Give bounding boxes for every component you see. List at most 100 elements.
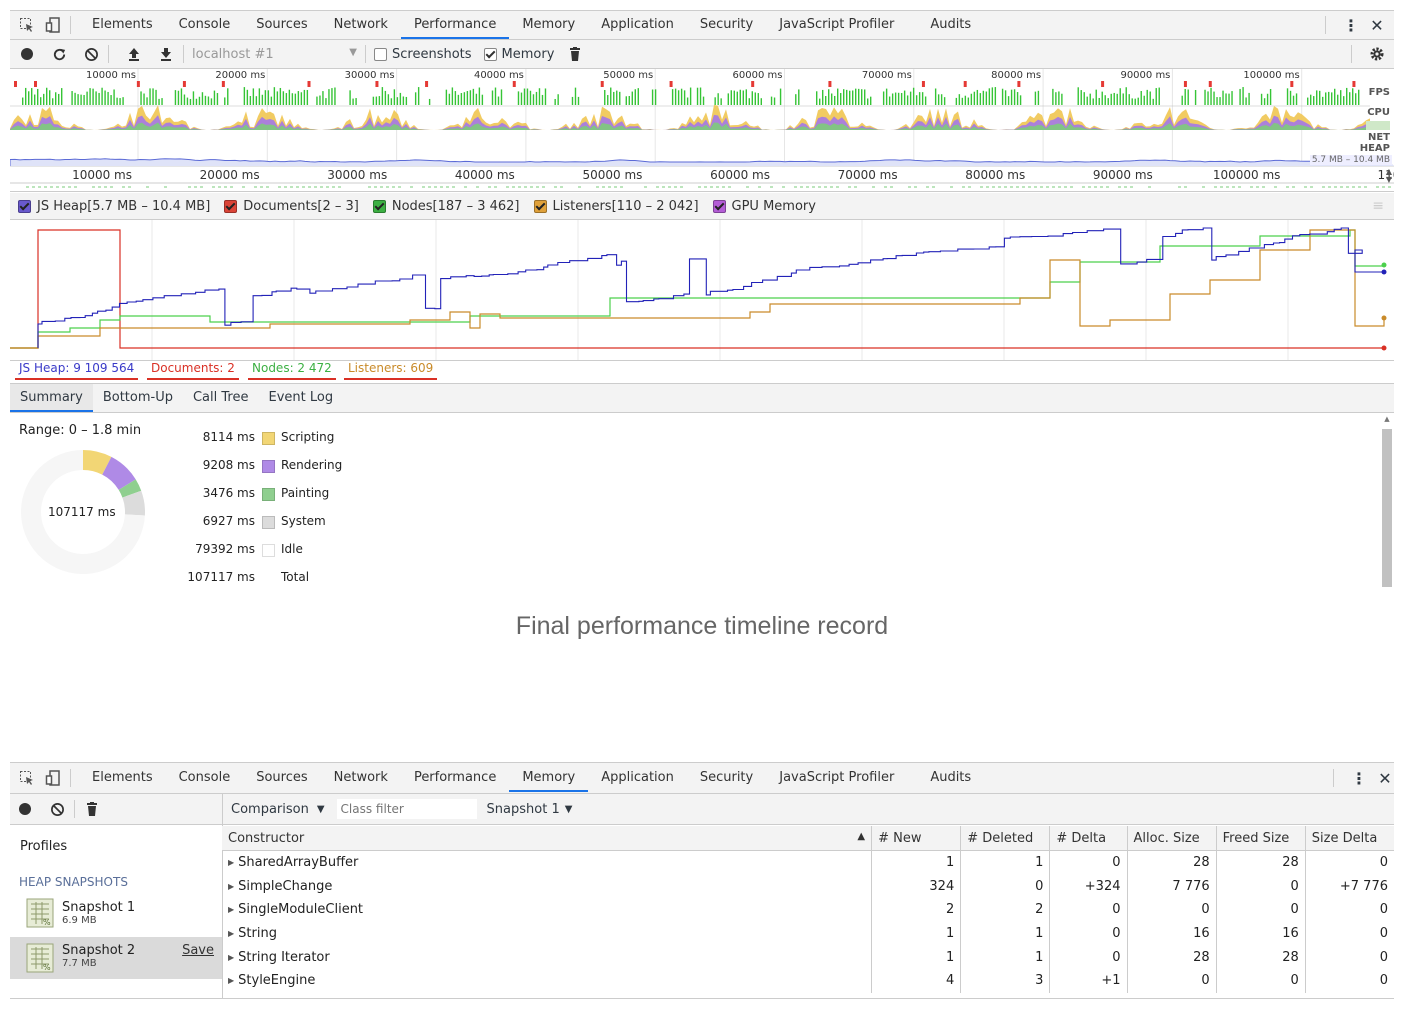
legend-checkbox[interactable] (224, 199, 238, 213)
clear-icon[interactable] (82, 45, 100, 63)
tab-security[interactable]: Security (699, 770, 754, 785)
legend-checkbox[interactable] (712, 199, 726, 213)
legend-label: JS Heap[5.7 MB – 10.4 MB] (37, 198, 211, 214)
legend-checkbox[interactable] (372, 199, 386, 213)
target-select[interactable]: localhost #1 ▼ (192, 47, 357, 62)
expand-triangle-icon[interactable]: ▶ (228, 858, 235, 868)
value-cell: +1 (1049, 968, 1128, 993)
expand-triangle-icon[interactable]: ▶ (228, 905, 235, 915)
expand-triangle-icon[interactable]: ▶ (228, 952, 235, 962)
view-mode-select[interactable]: Comparison ▼ (231, 802, 325, 817)
tab-network[interactable]: Network (333, 17, 388, 32)
profiles-sidebar: Profiles HEAP SNAPSHOTS % Snapshot 1 6.9… (10, 825, 223, 998)
device-toolbar-icon[interactable] (44, 769, 62, 787)
legend-checkbox[interactable] (18, 199, 31, 213)
dropdown-arrow-icon: ▼ (316, 803, 325, 815)
column-header-deleted[interactable]: # Deleted (960, 826, 1051, 851)
memory-counters-chart[interactable] (10, 220, 1394, 361)
inspect-element-icon[interactable] (18, 769, 36, 787)
tab-sources[interactable]: Sources (256, 770, 308, 785)
scrollbar-thumb[interactable] (1382, 429, 1392, 587)
table-row[interactable]: ▶ String 1 1 0 16 16 0 (222, 921, 1394, 946)
tab-application[interactable]: Application (601, 770, 674, 785)
column-header-freed-size[interactable]: Freed Size (1216, 826, 1306, 851)
column-header-new[interactable]: # New (871, 826, 962, 851)
heap-snapshot-icon: % (26, 943, 54, 977)
tab-javascript-profiler[interactable]: JavaScript Profiler (779, 17, 895, 32)
tab-audits[interactable]: Audits (930, 770, 972, 785)
expand-triangle-icon[interactable]: ▶ (228, 881, 235, 891)
close-icon[interactable]: ✕ (1378, 768, 1392, 788)
record-icon[interactable] (18, 45, 36, 63)
legend-menu-icon[interactable]: ≡ (1372, 198, 1384, 214)
tab-bottom-up[interactable]: Bottom-Up (102, 390, 173, 405)
scroll-stepper-icon[interactable]: ▲ ▼ (1385, 167, 1392, 184)
record-icon[interactable] (16, 800, 34, 818)
tab-javascript-profiler[interactable]: JavaScript Profiler (779, 770, 895, 785)
snapshot-item-2[interactable]: % Snapshot 2 7.7 MB Save (10, 937, 222, 979)
legend-item[interactable]: Listeners[110 – 2 042] (533, 199, 699, 214)
scroll-up-arrow-icon[interactable]: ▲ (1384, 415, 1390, 423)
comparison-data-grid: Constructor ▲ # New # Deleted # Delta Al… (222, 826, 1394, 993)
tab-summary[interactable]: Summary (10, 384, 93, 412)
baseline-snapshot-select[interactable]: Snapshot 1 ▼ (487, 802, 573, 817)
column-header-delta[interactable]: # Delta (1049, 826, 1128, 851)
table-row[interactable]: ▶ SingleModuleClient 2 2 0 0 0 0 (222, 898, 1394, 922)
tab-event-log[interactable]: Event Log (268, 390, 334, 405)
tab-console[interactable]: Console (178, 17, 231, 32)
table-row[interactable]: ▶ String Iterator 1 1 0 28 28 0 (222, 945, 1394, 969)
value-cell: 0 (1127, 898, 1217, 922)
summary-scrollbar[interactable]: ▲ (1382, 415, 1392, 587)
tab-performance[interactable]: Performance (413, 770, 497, 785)
summary-row-label: Painting (281, 486, 330, 500)
column-header-alloc-size[interactable]: Alloc. Size (1127, 826, 1217, 851)
expand-triangle-icon[interactable]: ▶ (228, 929, 235, 939)
legend-item[interactable]: Nodes[187 – 3 462] (372, 199, 520, 214)
value-cell: 0 (1379, 902, 1388, 918)
legend-checkbox[interactable] (533, 199, 547, 213)
table-row[interactable]: ▶ SimpleChange 324 0 +324 7 776 0 +7 776 (222, 874, 1394, 899)
legend-item[interactable]: GPU Memory (712, 199, 816, 214)
load-profile-icon[interactable] (125, 45, 143, 63)
column-header-size-delta[interactable]: Size Delta (1305, 826, 1394, 851)
screenshots-checkbox[interactable] (374, 47, 387, 61)
trash-icon[interactable] (83, 800, 101, 818)
table-row[interactable]: ▶ StyleEngine 4 3 +1 0 0 0 (222, 968, 1394, 993)
tab-audits[interactable]: Audits (930, 17, 972, 32)
snapshot-item-1[interactable]: % Snapshot 1 6.9 MB (10, 894, 222, 932)
tab-call-tree[interactable]: Call Tree (192, 390, 249, 405)
value-cell: 1 (960, 850, 1051, 875)
settings-gear-icon[interactable] (1368, 45, 1386, 63)
more-options-icon[interactable]: ⋮ (1351, 768, 1367, 788)
device-toolbar-icon[interactable] (44, 16, 62, 34)
column-header-constructor[interactable]: Constructor ▲ (222, 826, 873, 851)
svg-text:%: % (43, 918, 51, 927)
table-row[interactable]: ▶ SharedArrayBuffer 1 1 0 28 28 0 (222, 850, 1394, 875)
tab-sources[interactable]: Sources (256, 17, 308, 32)
tab-elements[interactable]: Elements (92, 770, 153, 785)
timeline-overview[interactable]: 10000 ms 20000 ms 30000 ms 40000 ms 50000 ms… (10, 69, 1394, 192)
tab-memory[interactable]: Memory (509, 764, 589, 792)
summary-row-label: Rendering (281, 458, 343, 472)
tab-console[interactable]: Console (178, 770, 231, 785)
legend-item[interactable]: Documents[2 – 3] (224, 199, 359, 214)
reload-record-icon[interactable] (50, 45, 68, 63)
trash-icon[interactable] (566, 45, 584, 63)
save-profile-icon[interactable] (157, 45, 175, 63)
save-snapshot-link[interactable]: Save (182, 943, 214, 958)
tab-performance[interactable]: Performance (400, 11, 510, 39)
legend-item[interactable]: JS Heap[5.7 MB – 10.4 MB] (18, 199, 210, 214)
close-icon[interactable]: ✕ (1370, 15, 1384, 35)
tab-elements[interactable]: Elements (92, 17, 153, 32)
tab-memory[interactable]: Memory (522, 17, 576, 32)
tab-network[interactable]: Network (333, 770, 388, 785)
memory-checkbox[interactable] (483, 47, 497, 61)
class-filter-input[interactable] (336, 799, 477, 819)
clear-icon[interactable] (48, 800, 66, 818)
tab-application[interactable]: Application (601, 17, 674, 32)
more-options-icon[interactable]: ⋮ (1343, 15, 1359, 35)
tab-security[interactable]: Security (699, 17, 754, 32)
cpu-track (10, 104, 1370, 130)
expand-triangle-icon[interactable]: ▶ (228, 976, 235, 986)
inspect-element-icon[interactable] (18, 16, 36, 34)
